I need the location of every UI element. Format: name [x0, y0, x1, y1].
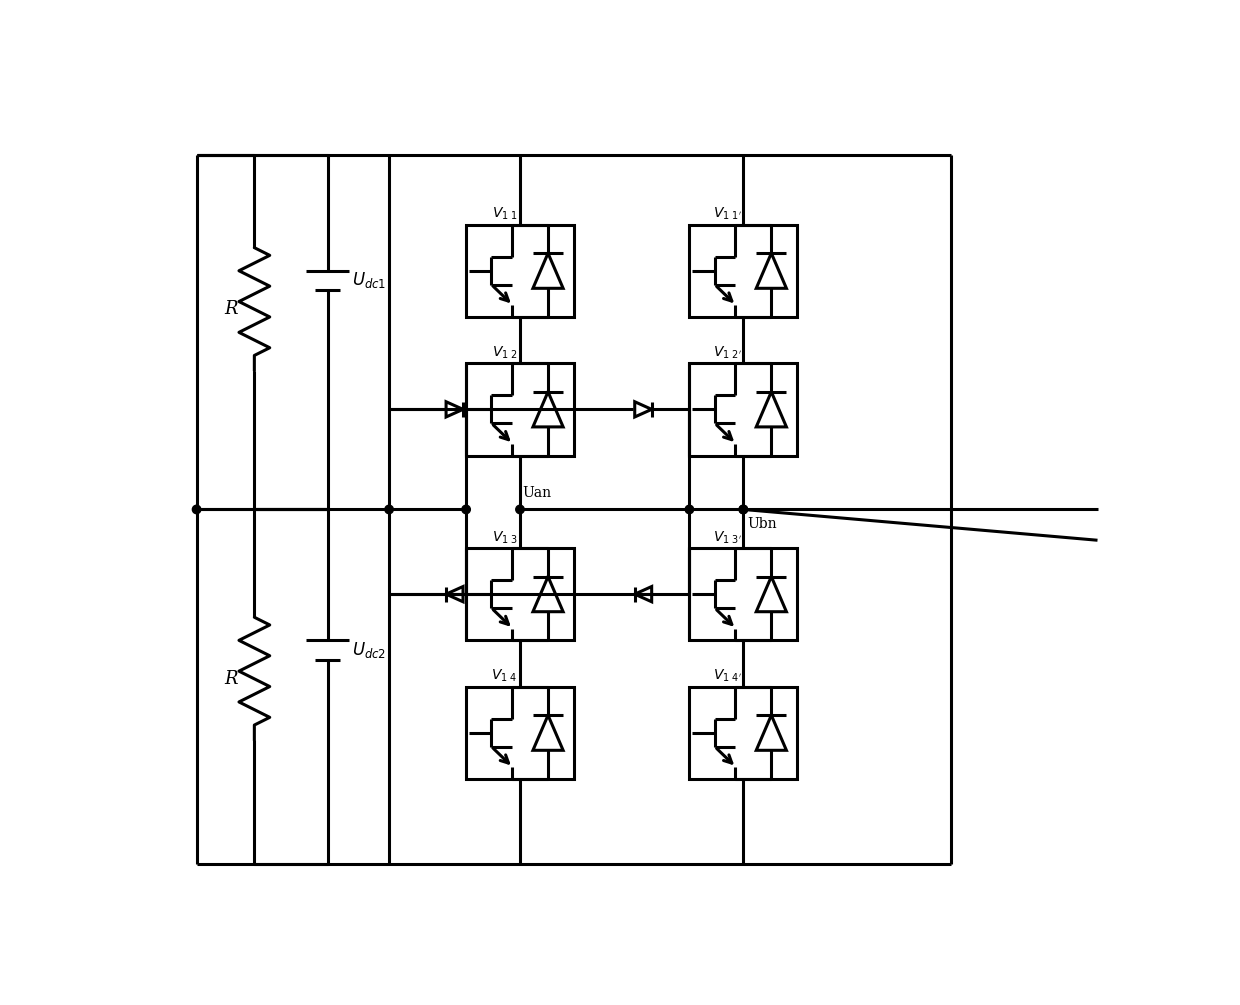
- Circle shape: [739, 506, 748, 514]
- Text: $U_{dc2}$: $U_{dc2}$: [352, 639, 387, 659]
- Bar: [466, 224, 574, 317]
- Text: Ubn: Ubn: [748, 517, 776, 531]
- Text: $V_{1\ 3}$: $V_{1\ 3}$: [491, 530, 517, 546]
- Circle shape: [192, 506, 201, 514]
- Text: $V_{1\ 2'}$: $V_{1\ 2'}$: [713, 345, 743, 361]
- Circle shape: [384, 506, 393, 514]
- Bar: [466, 686, 574, 779]
- Text: $V_{1\ 4}$: $V_{1\ 4}$: [491, 668, 518, 684]
- Text: $V_{1\ 2}$: $V_{1\ 2}$: [491, 345, 517, 361]
- Bar: [466, 548, 574, 640]
- Bar: [689, 224, 797, 317]
- Bar: [466, 363, 574, 455]
- Text: Uan: Uan: [522, 486, 552, 500]
- Bar: [689, 548, 797, 640]
- Text: $V_{1\ 1}$: $V_{1\ 1}$: [491, 206, 517, 222]
- Bar: [689, 363, 797, 455]
- Circle shape: [461, 506, 470, 514]
- Text: $U_{dc1}$: $U_{dc1}$: [352, 270, 387, 290]
- Text: R: R: [224, 670, 237, 687]
- Circle shape: [739, 506, 748, 514]
- Text: $V_{1\ 4'}$: $V_{1\ 4'}$: [713, 668, 743, 684]
- Text: $V_{1\ 1'}$: $V_{1\ 1'}$: [713, 206, 743, 222]
- Circle shape: [516, 506, 525, 514]
- Bar: [689, 686, 797, 779]
- Circle shape: [686, 506, 693, 514]
- Text: $V_{1\ 3'}$: $V_{1\ 3'}$: [713, 530, 743, 546]
- Text: R: R: [224, 300, 237, 319]
